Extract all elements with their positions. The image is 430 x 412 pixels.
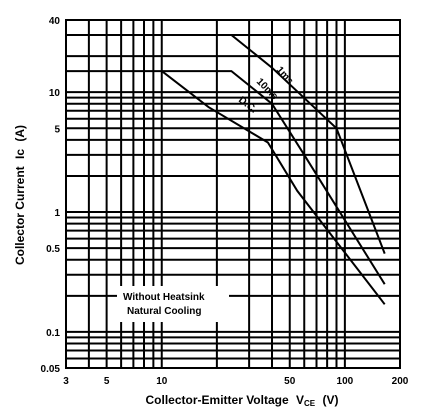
x-tick-label: 200 <box>392 376 409 387</box>
plot-frame <box>65 19 401 369</box>
annotation-box <box>117 286 229 322</box>
y-tick-label: 0.5 <box>46 244 60 255</box>
x-tick-label: 100 <box>337 376 354 387</box>
y-tick-label: 1 <box>54 208 60 219</box>
y-tick-label: 0.05 <box>41 364 61 375</box>
x-tick-label: 5 <box>104 376 110 387</box>
annotation-cooling: Natural Cooling <box>127 306 201 317</box>
y-tick-label: 5 <box>54 124 60 135</box>
y-tick-label: 0.1 <box>46 328 60 339</box>
soa-curve-dc <box>161 70 386 305</box>
x-axis-label: Collector-Emitter Voltage VCE (V) <box>146 393 339 409</box>
y-tick-label: 10 <box>49 88 61 99</box>
soa-curves <box>66 34 386 305</box>
y-tick-label: 40 <box>49 16 61 27</box>
annotation-heatsink: Without Heatsink <box>123 292 205 303</box>
curve-label-1ms: 1ms <box>274 65 296 88</box>
grid-lines <box>66 20 400 368</box>
x-tick-label: 50 <box>284 376 296 387</box>
soa-curve-1ms <box>66 34 386 254</box>
tick-labels: 3 5 10 50 100 200 0.05 0.1 0.5 1 5 10 40 <box>41 16 409 387</box>
x-tick-label: 3 <box>63 376 69 387</box>
x-tick-label: 10 <box>156 376 168 387</box>
soa-curve-10ms <box>66 70 386 285</box>
y-axis-label: Collector Current Ic (A) <box>13 125 27 265</box>
